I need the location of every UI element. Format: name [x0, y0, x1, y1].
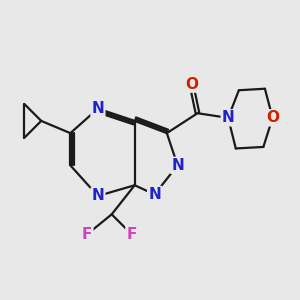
Text: O: O	[266, 110, 279, 125]
Text: N: N	[148, 187, 161, 202]
Text: O: O	[185, 76, 198, 92]
Text: N: N	[92, 101, 104, 116]
Text: N: N	[171, 158, 184, 173]
Text: N: N	[92, 188, 104, 203]
Text: F: F	[126, 227, 137, 242]
Text: N: N	[222, 110, 235, 125]
Text: F: F	[82, 227, 92, 242]
